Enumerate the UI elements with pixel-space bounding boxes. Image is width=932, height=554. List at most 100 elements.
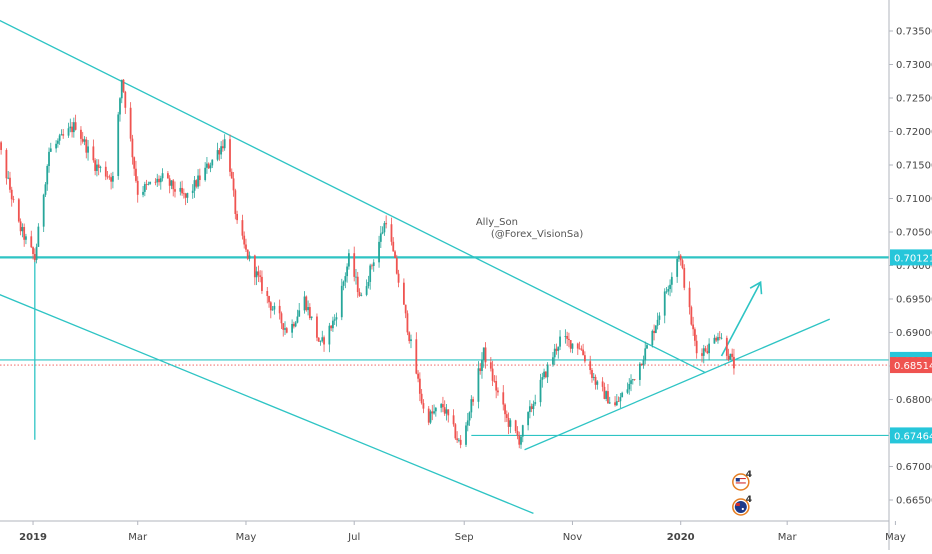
candle-body — [229, 139, 231, 172]
candle — [318, 337, 320, 342]
candle-body — [509, 420, 511, 427]
candle-body — [172, 180, 174, 189]
candle-body — [584, 355, 586, 361]
candle-body — [179, 188, 181, 192]
candle-body — [460, 440, 462, 445]
candle-body — [50, 148, 52, 151]
candle-body — [556, 349, 558, 351]
candle-body — [705, 348, 707, 351]
candle-body — [492, 369, 494, 381]
candle — [428, 406, 430, 425]
candle-body — [332, 321, 334, 329]
candle-body — [249, 255, 251, 258]
annotation-author: Ally_Son — [476, 217, 518, 228]
candle-body — [185, 194, 187, 198]
candle — [43, 194, 45, 232]
x-tick-label: Mar — [128, 532, 148, 543]
candle-body — [604, 387, 606, 399]
candle-body — [167, 173, 169, 178]
candle-body — [281, 313, 283, 323]
candle-body — [192, 191, 194, 193]
candle-body — [495, 381, 497, 391]
candle-body — [87, 146, 89, 152]
candle-body — [309, 307, 311, 318]
candle-body — [45, 184, 47, 194]
candle-body — [318, 338, 320, 342]
candle-body — [618, 401, 620, 402]
candle-body — [121, 80, 123, 98]
candle-body — [328, 326, 330, 345]
candle-body — [73, 122, 75, 132]
candle-body — [174, 189, 176, 192]
candle-body — [149, 182, 151, 184]
candle-body — [272, 310, 274, 311]
candle-body — [506, 414, 508, 418]
candle-body — [410, 339, 412, 341]
candle-body — [479, 368, 481, 371]
candle-body — [529, 406, 531, 412]
candle-body — [408, 332, 410, 341]
x-tick-label: Nov — [563, 532, 583, 543]
candle-body — [579, 349, 581, 350]
candle-body — [520, 437, 522, 445]
candle — [18, 198, 20, 223]
candle-body — [259, 275, 261, 277]
candle-body — [357, 277, 359, 292]
candle-body — [659, 316, 661, 320]
candle-body — [197, 176, 199, 187]
candle-body — [616, 401, 618, 405]
candle — [130, 102, 132, 141]
candle — [123, 79, 125, 93]
candle-body — [570, 340, 572, 349]
candle-body — [13, 199, 15, 200]
candle-body — [391, 224, 393, 242]
candle-body — [392, 242, 394, 252]
candle-body — [55, 144, 57, 149]
candle-body — [147, 184, 149, 185]
candle-body — [204, 168, 206, 180]
price-label-last-price: 0.68514 — [890, 357, 932, 373]
candle-body — [708, 344, 710, 354]
candle-body — [467, 420, 469, 425]
candle-body — [137, 181, 139, 195]
candle — [316, 313, 318, 341]
candle — [465, 422, 467, 447]
candle-body — [632, 379, 634, 380]
candle-body — [380, 233, 382, 241]
candle-body — [559, 337, 561, 347]
candle-body — [181, 188, 183, 193]
candle-body — [68, 128, 70, 135]
candle-body — [195, 180, 197, 186]
flag-canton — [736, 503, 740, 506]
candle-body — [621, 393, 623, 397]
candle-body — [593, 377, 595, 378]
candle-body — [419, 379, 421, 394]
candle-body — [36, 247, 38, 260]
flag-star — [742, 508, 744, 510]
candle-body — [341, 286, 343, 317]
candle-body — [282, 323, 284, 330]
candle-body — [353, 253, 355, 277]
candle-body — [334, 319, 336, 320]
candle-body — [719, 337, 721, 338]
candle-body — [490, 362, 492, 368]
candle — [247, 249, 249, 260]
candle-body — [454, 424, 456, 438]
candle-body — [644, 348, 646, 360]
candle — [683, 264, 685, 290]
candle — [117, 112, 119, 180]
candle — [655, 325, 657, 333]
candle-body — [614, 402, 616, 405]
candle-body — [442, 404, 444, 407]
candle-body — [9, 178, 11, 190]
candle-body — [664, 292, 666, 316]
candle-body — [43, 195, 45, 227]
candle-body — [504, 405, 506, 415]
candle-body — [566, 336, 568, 339]
price-label-text: 0.70121 — [894, 253, 932, 264]
